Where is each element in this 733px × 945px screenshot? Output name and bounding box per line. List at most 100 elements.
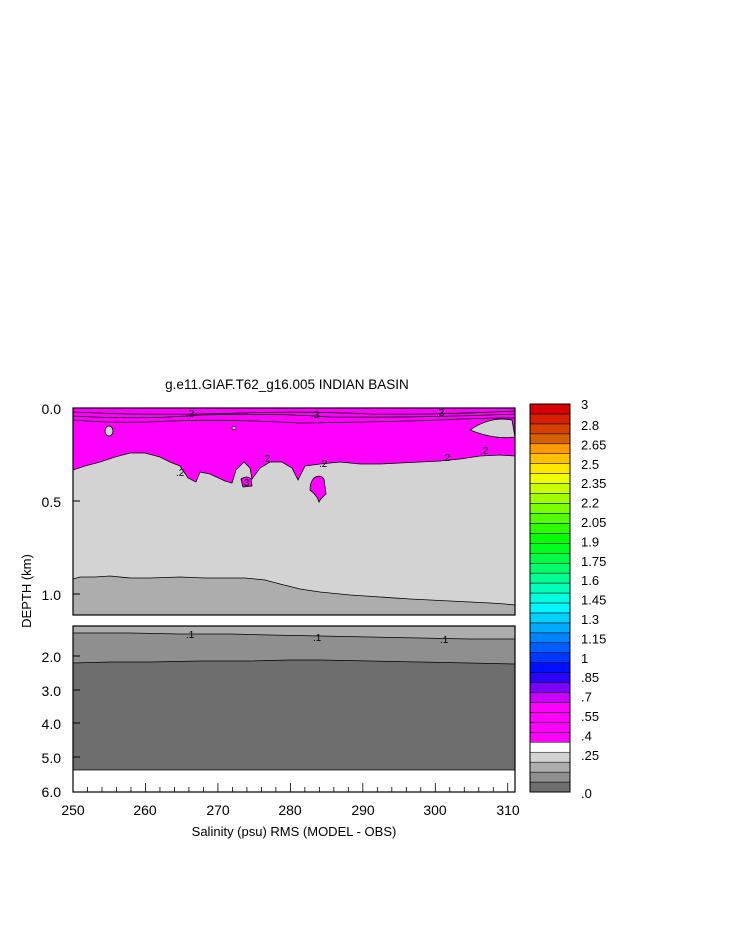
- colorbar-swatch: [529, 632, 571, 644]
- colorbar-label: 2.65: [581, 437, 606, 452]
- colorbar-swatch: [529, 622, 571, 634]
- upper-magenta-blob: [309, 475, 327, 504]
- colorbar-swatch: [529, 761, 571, 773]
- colorbar-swatch: [529, 533, 571, 544]
- colorbar-label: 1.45: [581, 593, 606, 608]
- x-tick-label: 260: [133, 802, 157, 818]
- colorbar-swatch: [529, 722, 571, 733]
- contour-label: .1: [440, 635, 449, 646]
- colorbar-label: .4: [581, 728, 592, 743]
- contour-label: .2: [480, 446, 489, 457]
- upper-panel-frame: [72, 407, 516, 616]
- colorbar-swatch: [529, 543, 571, 554]
- colorbar-label: .7: [581, 690, 592, 705]
- colorbar-swatch: [529, 523, 571, 534]
- contour-label: .3: [241, 478, 250, 489]
- colorbar-swatch: [529, 612, 571, 624]
- lower-y-ticks: 2.0 3.0 4.0 5.0 6.0: [42, 649, 80, 800]
- x-tick-label: 290: [351, 802, 375, 818]
- colorbar-label: 1.3: [581, 612, 599, 627]
- contour-label: .2: [176, 468, 185, 479]
- colorbar-label: 2.5: [581, 457, 599, 472]
- colorbar-label: 2.35: [581, 476, 606, 491]
- colorbar-label: .25: [581, 748, 599, 763]
- y-tick-label: 0.0: [42, 401, 62, 417]
- x-minor-ticks: [72, 783, 509, 792]
- x-axis-label: Salinity (psu) RMS (MODEL - OBS): [192, 824, 397, 839]
- y-tick-label: 5.0: [42, 750, 62, 766]
- lower-panel-frame: [72, 625, 516, 793]
- colorbar-swatch: [529, 682, 571, 693]
- x-tick-label: 300: [423, 802, 447, 818]
- y-tick-label: 1.0: [42, 587, 62, 603]
- colorbar-swatch: [529, 513, 571, 524]
- contour-label: .3: [436, 408, 445, 419]
- colorbar-swatch: [529, 503, 571, 514]
- colorbar-swatch: [529, 652, 571, 663]
- y-tick-label: 0.5: [42, 494, 62, 510]
- contour-label: .3: [186, 409, 195, 420]
- colorbar-swatch: [529, 592, 571, 604]
- colorbar-label: 1: [581, 651, 588, 666]
- colorbar-swatch: [529, 473, 571, 484]
- colorbar-swatch: [529, 751, 571, 763]
- colorbar-label: 1.15: [581, 631, 606, 646]
- x-tick-label: 310: [496, 802, 520, 818]
- colorbar-swatch: [529, 662, 571, 673]
- colorbar-swatch: [529, 712, 571, 723]
- lower-contour-labels: .1 .1 .1: [186, 630, 449, 646]
- colorbar-label: 1.6: [581, 573, 599, 588]
- colorbar-swatch: [529, 572, 571, 584]
- colorbar-swatch: [529, 642, 571, 653]
- contour-label: .2: [442, 453, 451, 464]
- upper-contour-lines: [73, 410, 515, 424]
- colorbar-swatch: [529, 413, 571, 425]
- colorbar-swatch: [529, 483, 571, 494]
- colorbar-label: .0: [581, 786, 592, 801]
- y-tick-label: 4.0: [42, 716, 62, 732]
- y-tick-label: 2.0: [42, 649, 62, 665]
- colorbar-swatch: [529, 582, 571, 594]
- colorbar-swatch: [529, 453, 571, 464]
- y-tick-label: 6.0: [42, 784, 62, 800]
- upper-panel: .3 .3 .3 .3 .2 .2 .2 .2 .2 0.0 0.5 1.0: [42, 401, 516, 616]
- colorbar-swatch: [529, 702, 571, 713]
- colorbar-swatch: [529, 443, 571, 454]
- upper-light-gray-speck: [231, 426, 237, 430]
- y-tick-label: 3.0: [42, 683, 62, 699]
- colorbar-label: .55: [581, 709, 599, 724]
- contour-label: .3: [311, 410, 320, 421]
- upper-light-gray-notch: [469, 418, 515, 439]
- upper-magenta-region: [73, 408, 515, 484]
- y-axis-label: DEPTH (km): [19, 554, 34, 628]
- x-axis-ticks: 250 260 270 280 290 300 310: [61, 802, 520, 818]
- upper-contour-labels: .3 .3 .3 .3 .2 .2 .2 .2 .2: [176, 408, 489, 489]
- colorbar-swatch: [529, 433, 571, 445]
- colorbar-swatch: [529, 602, 571, 614]
- colorbar-swatch: [529, 493, 571, 504]
- colorbar-label: 3: [581, 397, 588, 412]
- colorbar-swatch: [529, 781, 571, 793]
- colorbar-swatch: [529, 672, 571, 683]
- colorbar-label: 2.2: [581, 496, 599, 511]
- contour-label: .1: [186, 630, 195, 641]
- colorbar: [529, 403, 571, 793]
- colorbar-swatch: [529, 403, 571, 415]
- colorbar-swatch: [529, 742, 571, 753]
- upper-magenta-blob-small: [240, 476, 253, 488]
- contour-label: .1: [313, 633, 322, 644]
- chart-title: g.e11.GIAF.T62_g16.005 INDIAN BASIN: [165, 377, 409, 392]
- upper-light-gray-hole: [104, 425, 114, 437]
- colorbar-swatch: [529, 562, 571, 574]
- colorbar-label: 1.75: [581, 554, 606, 569]
- x-tick-label: 270: [206, 802, 230, 818]
- colorbar-label: 2.05: [581, 515, 606, 530]
- colorbar-swatch: [529, 552, 571, 564]
- contour-label: .2: [262, 454, 271, 465]
- lower-panel: .1 .1 .1 2.0 3.0 4.0 5.0 6.0: [42, 625, 516, 800]
- colorbar-swatch: [529, 463, 571, 474]
- colorbar-swatch: [529, 423, 571, 435]
- colorbar-swatch: [529, 771, 571, 783]
- colorbar-frame: [529, 403, 571, 793]
